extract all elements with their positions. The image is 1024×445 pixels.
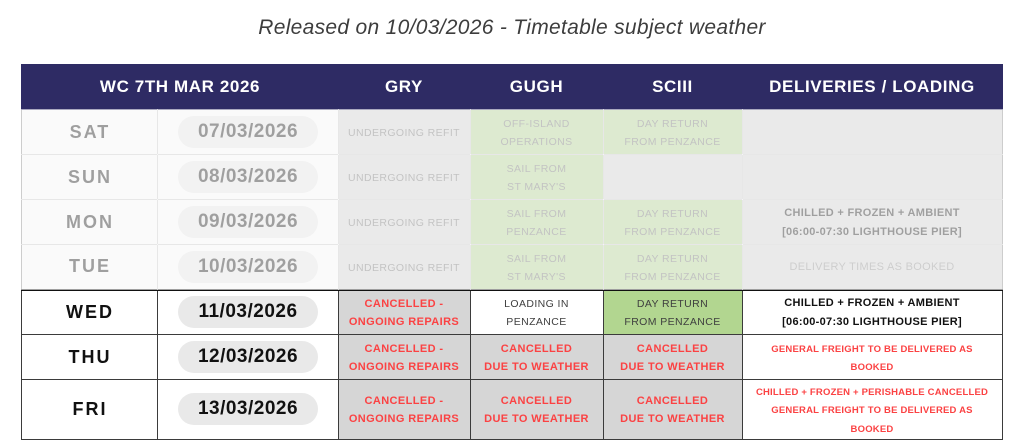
gugh-status: SAIL FROM ST MARY'S: [506, 252, 567, 283]
date-cell: 07/03/2026: [157, 109, 340, 156]
date-cell: 10/03/2026: [157, 244, 340, 290]
day-label: WED: [65, 301, 114, 322]
gry-status-cell: UNDERGOING REFIT: [337, 244, 471, 290]
page-title: Released on 10/03/2026 - Timetable subje…: [258, 16, 766, 39]
date-pill: 13/03/2026: [177, 393, 319, 426]
column-header-gry: GRY: [337, 64, 471, 110]
gugh-status-cell: CANCELLED DUE TO WEATHER: [469, 334, 604, 380]
gry-status: CANCELLED - ONGOING REPAIRS: [348, 343, 460, 373]
sciii-status: DAY RETURN FROM PENZANCE: [624, 208, 721, 238]
date-pill: 12/03/2026: [177, 341, 319, 373]
gugh-status: OFF-ISLAND OPERATIONS: [500, 118, 573, 148]
date-cell: 12/03/2026: [157, 334, 339, 380]
sciii-status: CANCELLED DUE TO WEATHER: [620, 395, 725, 426]
deliveries-cell: [741, 109, 1003, 156]
date-pill: 09/03/2026: [177, 206, 319, 238]
date-pill: 11/03/2026: [178, 296, 318, 329]
date-pill: 08/03/2026: [177, 161, 319, 193]
table-row-sat: SAT 07/03/2026 UNDERGOING REFIT OFF-ISLA…: [21, 109, 1003, 156]
day-cell: THU: [21, 334, 159, 380]
column-header-sciii: SCIII: [602, 64, 743, 110]
day-cell: SAT: [21, 109, 159, 156]
gry-status: UNDERGOING REFIT: [348, 127, 460, 139]
deliveries-cell: DELIVERY TIMES AS BOOKED: [741, 244, 1003, 290]
sciii-status: DAY RETURN FROM PENZANCE: [624, 252, 721, 283]
gry-status-cell: CANCELLED - ONGOING REPAIRS: [337, 379, 471, 440]
table-row-fri: FRI 13/03/2026 CANCELLED - ONGOING REPAI…: [21, 379, 1003, 440]
gugh-status-cell: SAIL FROM ST MARY'S: [469, 244, 604, 290]
day-label: SUN: [67, 166, 112, 187]
day-label: FRI: [72, 398, 108, 419]
table-row-mon: MON 09/03/2026 UNDERGOING REFIT SAIL FRO…: [21, 199, 1003, 246]
gugh-status-cell: LOADING IN PENZANCE: [469, 288, 604, 335]
gry-status: UNDERGOING REFIT: [348, 261, 460, 274]
table-row-tue: TUE 10/03/2026 UNDERGOING REFIT SAIL FRO…: [21, 244, 1003, 290]
column-header-deliveries: DELIVERIES / LOADING: [741, 64, 1003, 110]
deliveries-text: DELIVERY TIMES AS BOOKED: [789, 261, 955, 274]
timetable: WC 7TH MAR 2026 GRY GUGH SCIII DELIVERIE…: [21, 64, 1003, 440]
date-pill: 07/03/2026: [177, 116, 319, 148]
deliveries-text: CHILLED + FROZEN + PERISHABLE CANCELLED …: [755, 387, 989, 435]
gry-status: UNDERGOING REFIT: [348, 172, 460, 184]
deliveries-cell: GENERAL FREIGHT TO BE DELIVERED AS BOOKE…: [741, 334, 1003, 380]
table-row-thu: THU 12/03/2026 CANCELLED - ONGOING REPAI…: [21, 334, 1003, 380]
gugh-status-cell: SAIL FROM PENZANCE: [469, 199, 604, 246]
table-row-sun: SUN 08/03/2026 UNDERGOING REFIT SAIL FRO…: [21, 154, 1003, 201]
deliveries-cell: CHILLED + FROZEN + AMBIENT [06:00-07:30 …: [741, 288, 1003, 335]
sciii-status-cell: DAY RETURN FROM PENZANCE: [602, 109, 743, 156]
deliveries-text: CHILLED + FROZEN + AMBIENT [06:00-07:30 …: [782, 297, 962, 329]
date-cell: 09/03/2026: [157, 199, 340, 246]
gugh-status-cell: CANCELLED DUE TO WEATHER: [469, 379, 604, 440]
deliveries-cell: CHILLED + FROZEN + PERISHABLE CANCELLED …: [741, 379, 1003, 440]
gugh-status: SAIL FROM PENZANCE: [506, 208, 567, 238]
sciii-status: DAY RETURN FROM PENZANCE: [624, 298, 721, 329]
sciii-status-cell: DAY RETURN FROM PENZANCE: [602, 288, 743, 335]
sciii-status-cell: [602, 154, 743, 201]
gry-status: CANCELLED - ONGOING REPAIRS: [348, 395, 460, 426]
sciii-status-cell: CANCELLED DUE TO WEATHER: [602, 334, 743, 380]
deliveries-text: CHILLED + FROZEN + AMBIENT [06:00-07:30 …: [782, 207, 962, 238]
date-pill: 10/03/2026: [177, 250, 319, 283]
deliveries-cell: [741, 154, 1003, 201]
day-label: MON: [65, 211, 114, 232]
header-row: WC 7TH MAR 2026 GRY GUGH SCIII DELIVERIE…: [21, 64, 1003, 110]
date-cell: 11/03/2026: [157, 288, 339, 335]
gry-status-cell: UNDERGOING REFIT: [337, 199, 471, 246]
gugh-status-cell: SAIL FROM ST MARY'S: [469, 154, 604, 201]
column-header-week: WC 7TH MAR 2026: [21, 64, 339, 110]
gugh-status: SAIL FROM ST MARY'S: [506, 163, 567, 193]
deliveries-cell: CHILLED + FROZEN + AMBIENT [06:00-07:30 …: [741, 199, 1003, 246]
day-cell: TUE: [21, 244, 159, 290]
day-label: SAT: [69, 121, 111, 142]
column-header-gugh: GUGH: [469, 64, 604, 110]
gry-status-cell: UNDERGOING REFIT: [337, 154, 471, 201]
date-cell: 13/03/2026: [157, 379, 339, 440]
table-row-wed: WED 11/03/2026 CANCELLED - ONGOING REPAI…: [21, 288, 1003, 335]
sciii-status-cell: CANCELLED DUE TO WEATHER: [602, 379, 743, 440]
sciii-status: DAY RETURN FROM PENZANCE: [624, 118, 721, 148]
gry-status-cell: CANCELLED - ONGOING REPAIRS: [337, 288, 471, 335]
gry-status: CANCELLED - ONGOING REPAIRS: [348, 298, 460, 329]
sciii-status: CANCELLED DUE TO WEATHER: [620, 343, 725, 373]
day-label: TUE: [68, 256, 111, 277]
day-cell: SUN: [21, 154, 159, 201]
gugh-status: CANCELLED DUE TO WEATHER: [484, 395, 589, 426]
day-label: THU: [68, 346, 112, 367]
gugh-status: LOADING IN PENZANCE: [504, 298, 569, 329]
sciii-status-cell: DAY RETURN FROM PENZANCE: [602, 244, 743, 290]
deliveries-text: GENERAL FREIGHT TO BE DELIVERED AS BOOKE…: [771, 343, 973, 373]
date-cell: 08/03/2026: [157, 154, 340, 201]
gugh-status-cell: OFF-ISLAND OPERATIONS: [469, 109, 604, 156]
sciii-status-cell: DAY RETURN FROM PENZANCE: [602, 199, 743, 246]
day-cell: FRI: [21, 379, 159, 440]
gugh-status: CANCELLED DUE TO WEATHER: [484, 343, 589, 373]
gry-status-cell: CANCELLED - ONGOING REPAIRS: [337, 334, 471, 380]
day-cell: WED: [21, 288, 159, 335]
gry-status: UNDERGOING REFIT: [348, 217, 460, 229]
gry-status-cell: UNDERGOING REFIT: [337, 109, 471, 156]
day-cell: MON: [21, 199, 159, 246]
